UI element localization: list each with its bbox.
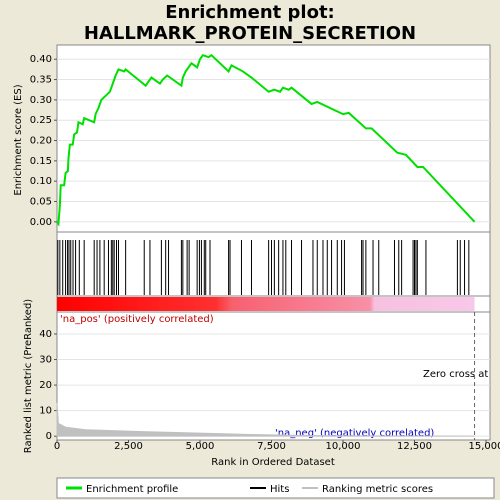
x-tick-label: 10,000 bbox=[325, 441, 360, 452]
neg-label: 'na_neg' (negatively correlated) bbox=[275, 428, 434, 439]
legend-label: Enrichment profile bbox=[86, 484, 178, 495]
enrichment-line bbox=[56, 53, 476, 227]
y-tick-label: 0.25 bbox=[30, 115, 52, 126]
y-tick-label: 0.15 bbox=[30, 156, 52, 167]
y-tick-label: 20 bbox=[39, 380, 52, 391]
y-axis-label: Ranked list metric (PreRanked) bbox=[23, 299, 34, 453]
x-tick-label: 0 bbox=[54, 441, 60, 452]
x-tick-label: 12,500 bbox=[397, 441, 432, 452]
y-tick-label: 0 bbox=[46, 431, 52, 442]
y-tick-label: 0.35 bbox=[30, 75, 52, 86]
y-tick-label: 0.10 bbox=[30, 176, 52, 187]
x-tick-label: 2,500 bbox=[114, 441, 143, 452]
metric-panel bbox=[56, 311, 491, 441]
x-tick-label: 15,000 bbox=[468, 441, 500, 452]
y-tick-label: 40 bbox=[39, 329, 52, 340]
y-axis-label: Enrichment score (ES) bbox=[13, 84, 24, 195]
legend-label: Ranking metric scores bbox=[322, 484, 433, 495]
pos-label: 'na_pos' (positively correlated) bbox=[60, 314, 214, 325]
y-tick-label: 30 bbox=[39, 355, 52, 366]
y-tick-label: 0.30 bbox=[30, 95, 52, 106]
metric-area bbox=[56, 402, 475, 437]
hits-panel bbox=[56, 231, 491, 297]
colorbar bbox=[57, 297, 475, 311]
y-tick-label: 0.00 bbox=[30, 217, 52, 228]
chart-title: Enrichment plot: HALLMARK_PROTEIN_SECRET… bbox=[83, 2, 417, 44]
x-tick-label: 7,500 bbox=[257, 441, 286, 452]
y-tick-label: 10 bbox=[39, 406, 52, 417]
y-tick-label: 0.05 bbox=[30, 197, 52, 208]
y-tick-label: 0.20 bbox=[30, 136, 52, 147]
y-tick-label: 0.40 bbox=[30, 54, 52, 65]
legend bbox=[56, 477, 495, 499]
legend-label: Hits bbox=[270, 484, 289, 495]
x-tick-label: 5,000 bbox=[186, 441, 215, 452]
x-axis-label: Rank in Ordered Dataset bbox=[211, 457, 335, 468]
zero-cross-label: Zero cross at 1 bbox=[423, 369, 498, 380]
es-panel bbox=[56, 44, 491, 233]
